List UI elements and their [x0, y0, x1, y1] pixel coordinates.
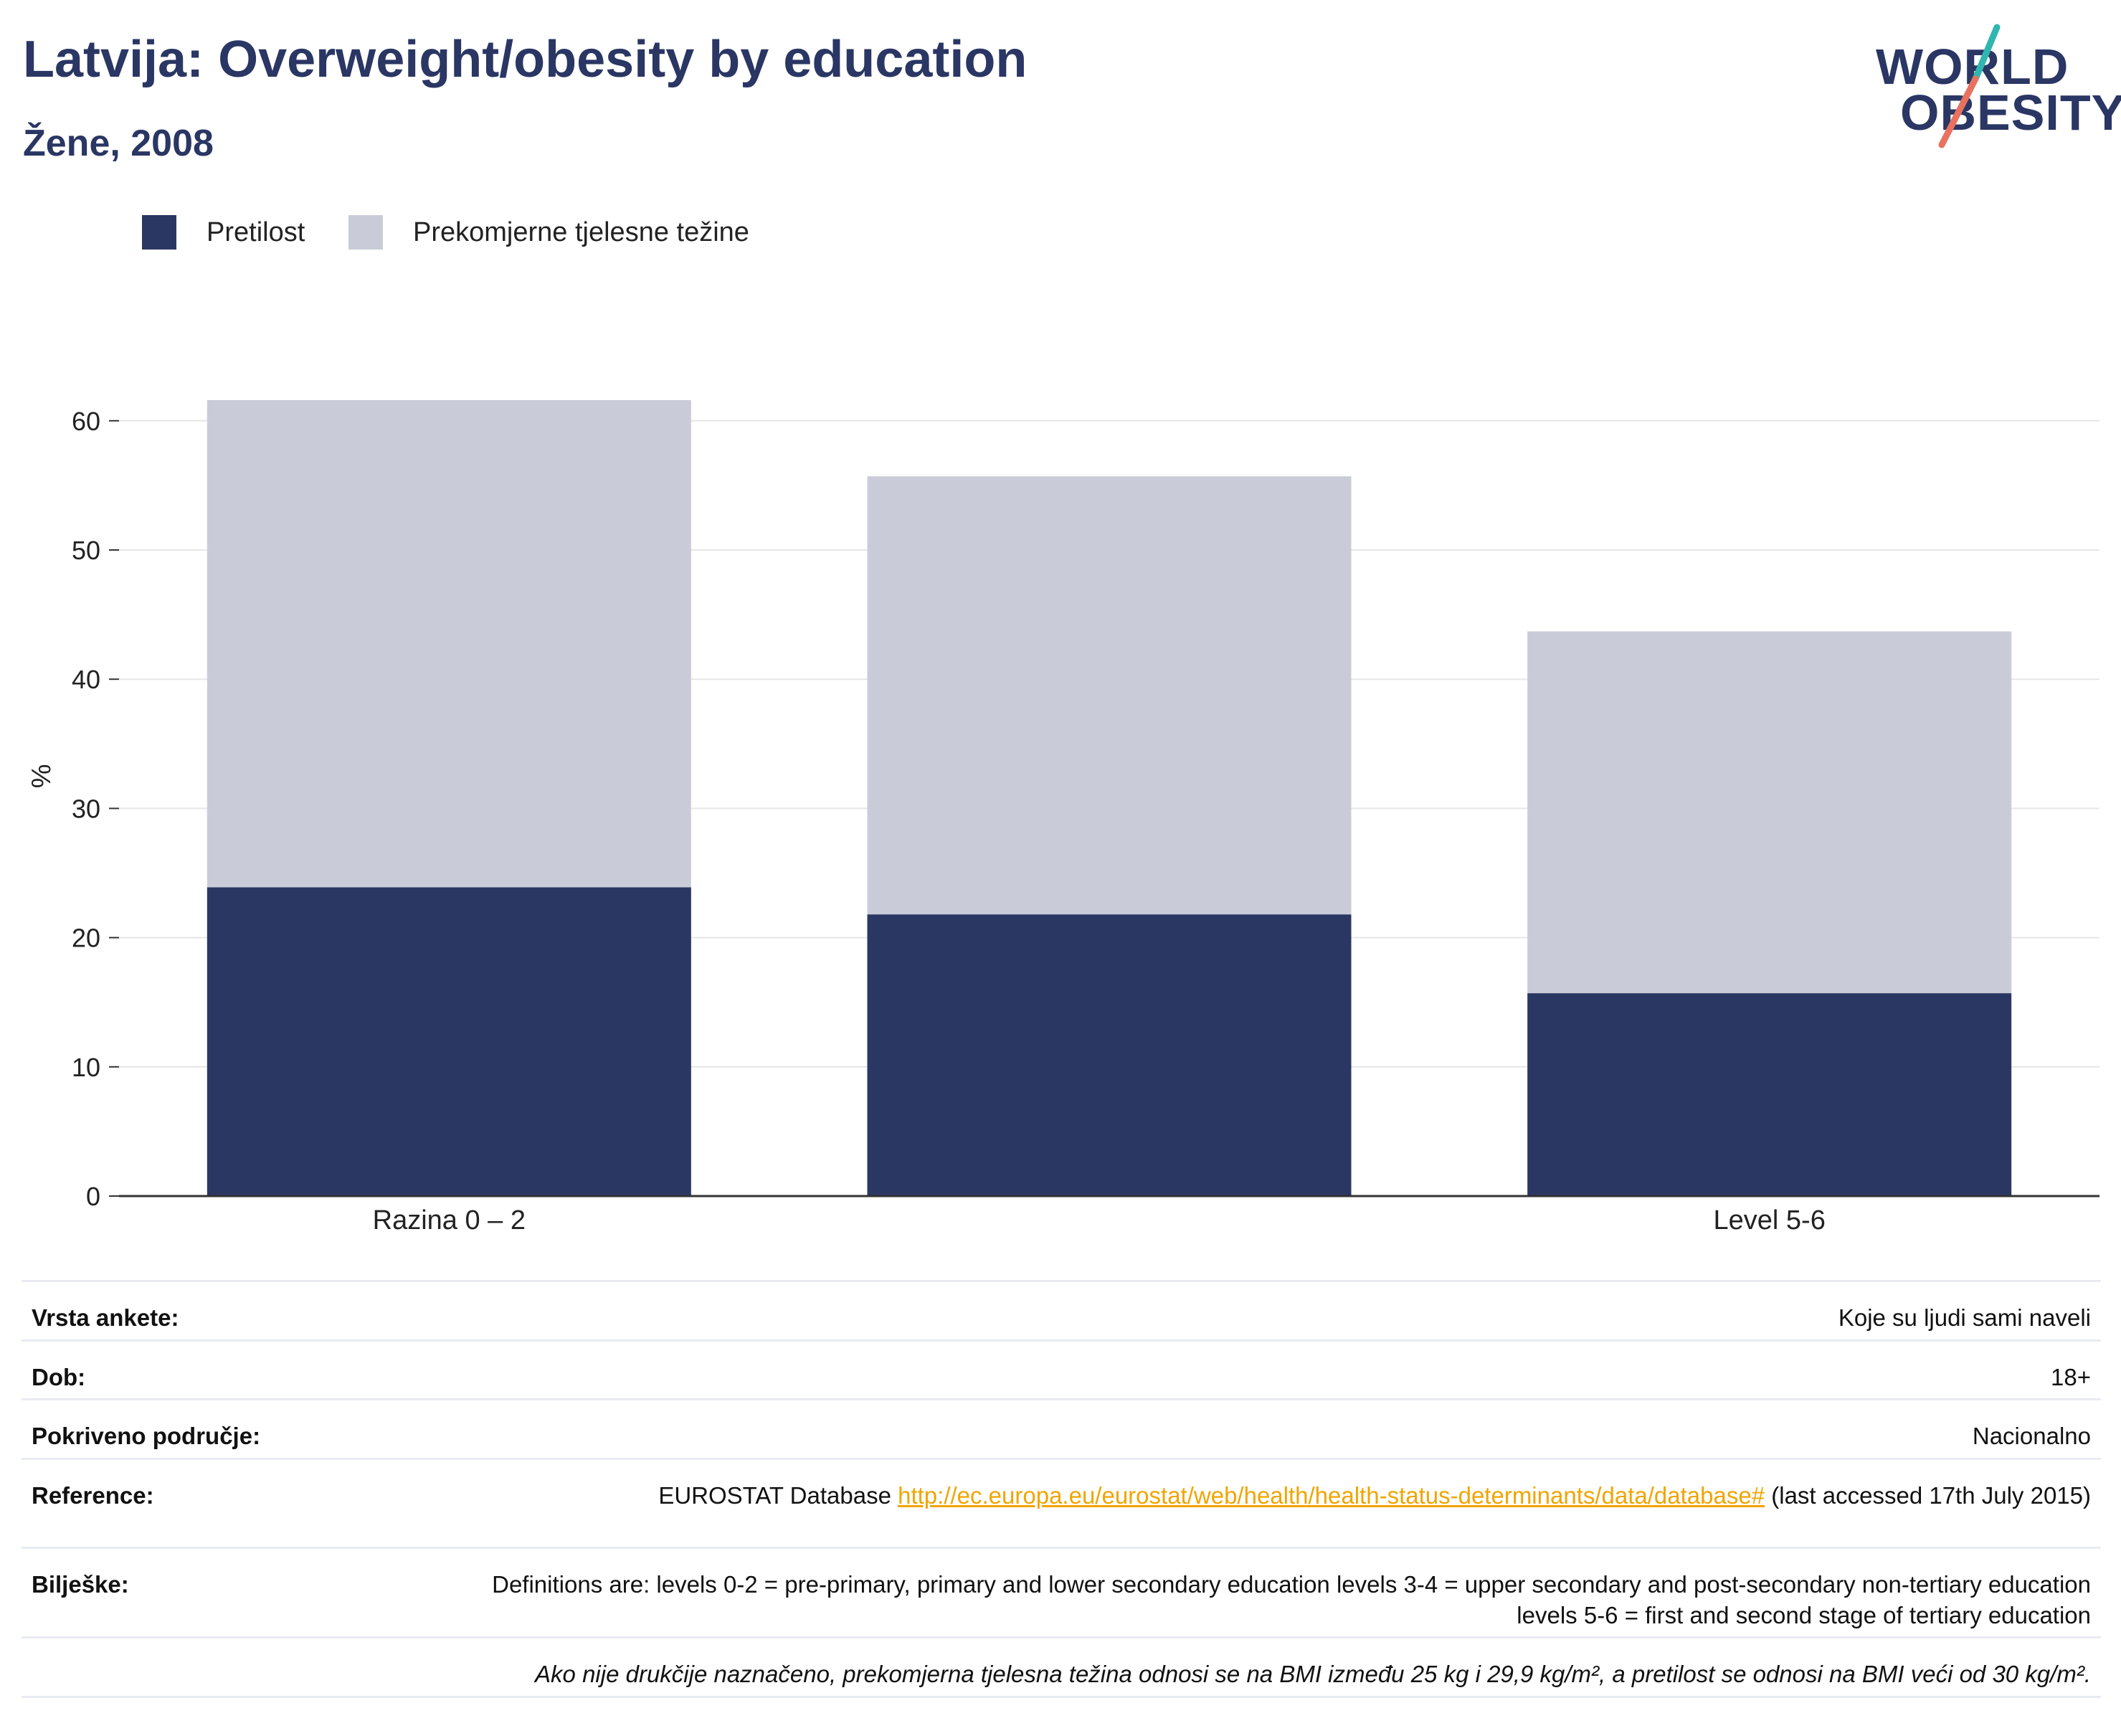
info-key-survey-type: Vrsta ankete: [32, 1304, 179, 1331]
reference-prefix: EUROSTAT Database [658, 1482, 898, 1509]
info-value-notes: Definitions are: levels 0-2 = pre-primar… [492, 1571, 2091, 1628]
info-value-reference: EUROSTAT Database http://ec.europa.eu/eu… [658, 1480, 2091, 1511]
info-row-reference: Reference: EUROSTAT Database http://ec.e… [22, 1458, 2101, 1547]
x-tick-label: Level 5-6 [1714, 1205, 1826, 1235]
logo-slash-icon [1938, 24, 2001, 148]
info-bottom-divider [22, 1696, 2101, 1698]
reference-link[interactable]: http://ec.europa.eu/eurostat/web/health/… [898, 1482, 1765, 1509]
y-tick-label: 50 [72, 536, 100, 565]
legend-label-prekomjerne: Prekomjerne tjelesne težine [413, 217, 749, 247]
y-tick-label: 60 [72, 407, 100, 436]
reference-suffix: (last accessed 17th July 2015) [1765, 1482, 2091, 1509]
legend-swatch-prekomjerne [348, 215, 383, 250]
logo-text-line2: OBESITY [1900, 85, 2121, 141]
info-value-age: 18+ [2051, 1364, 2091, 1390]
legend-label-pretilost: Pretilost [207, 217, 305, 247]
y-axis-label: % [27, 764, 57, 788]
info-row-footnote: Ako nije drukčije naznačeno, prekomjerna… [22, 1636, 2101, 1696]
footnote: Ako nije drukčije naznačeno, prekomjerna… [535, 1661, 2091, 1687]
info-key-coverage: Pokriveno područje: [32, 1423, 261, 1449]
world-obesity-logo: WORLD OBESITY [1864, 22, 2121, 151]
info-row-age: Dob: 18+ [22, 1339, 2101, 1398]
legend-item-prekomjerne[interactable]: Prekomjerne tjelesne težine [348, 215, 749, 250]
legend-item-pretilost[interactable]: Pretilost [142, 215, 305, 250]
y-tick-label: 20 [72, 924, 100, 953]
info-row-survey-type: Vrsta ankete: Koje su ljudi sami naveli [22, 1280, 2101, 1339]
y-tick-label: 40 [72, 665, 100, 694]
info-row-notes: Bilješke: Definitions are: levels 0-2 = … [22, 1547, 2101, 1636]
legend-swatch-pretilost [142, 215, 176, 250]
bar-segment-pretilost [1527, 993, 2012, 1196]
info-value-coverage: Nacionalno [1972, 1423, 2091, 1449]
bar-segment-prekomjerne [207, 399, 691, 888]
y-tick-label: 10 [72, 1053, 100, 1082]
chart-subtitle: Žene, 2008 [23, 123, 214, 164]
info-table: Vrsta ankete: Koje su ljudi sami naveli … [22, 1280, 2101, 1698]
bar-segment-prekomjerne [1527, 631, 2012, 994]
y-tick-label: 0 [86, 1182, 100, 1211]
info-key-reference: Reference: [32, 1482, 154, 1509]
info-value-survey-type: Koje su ljudi sami naveli [1838, 1304, 2091, 1331]
info-row-coverage: Pokriveno područje: Nacionalno [22, 1398, 2101, 1458]
bar-segment-pretilost [867, 914, 1352, 1196]
info-key-notes: Bilješke: [32, 1571, 129, 1598]
chart-title: Latvija: Overweight/obesity by education [23, 31, 1028, 88]
bar-segment-prekomjerne [867, 476, 1352, 915]
x-tick-label: Razina 0 – 2 [373, 1205, 526, 1235]
y-tick-label: 30 [72, 794, 100, 823]
bar-segment-pretilost [207, 887, 691, 1196]
bar-chart: 0 10 20 30 40 50 60% Razina 0 – 2 Level 5-6 [27, 399, 2099, 1235]
info-key-age: Dob: [32, 1364, 86, 1390]
